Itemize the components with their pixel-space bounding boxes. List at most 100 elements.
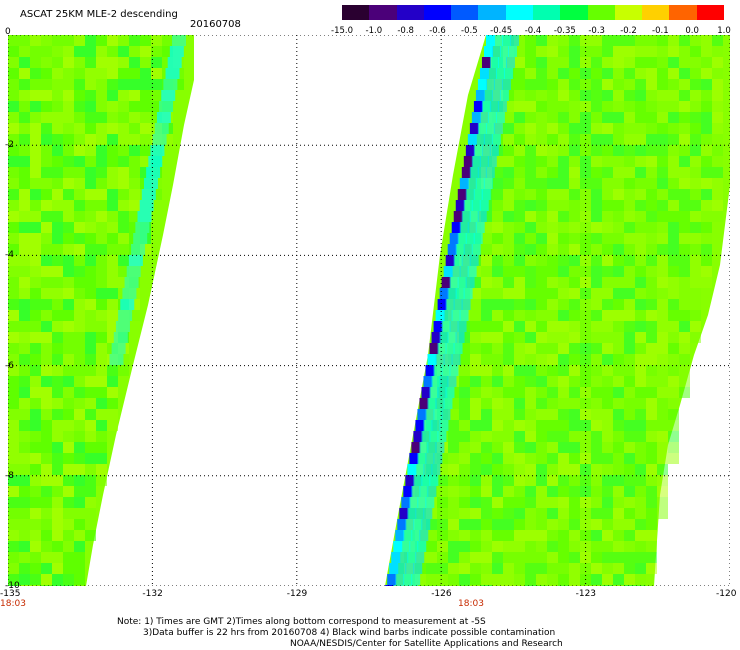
swath-cell (701, 222, 712, 233)
time-label-right: 18:03 (458, 599, 484, 609)
swath-cell (591, 563, 602, 574)
swath-cell (569, 266, 580, 277)
swath-cell (52, 475, 63, 486)
swath-cell (536, 431, 547, 442)
swath-cell (591, 156, 602, 167)
swath-cell (52, 321, 63, 332)
swath-cell (8, 310, 19, 321)
swath-cell (569, 222, 580, 233)
swath-edge-cell (421, 387, 431, 398)
swath-cell (701, 167, 712, 178)
swath-edge-cell (431, 376, 441, 387)
swath-cell (701, 255, 712, 266)
swath-cell (525, 387, 536, 398)
swath-cell (558, 563, 569, 574)
swath-cell (8, 453, 19, 464)
swath-edge-cell (469, 167, 479, 178)
swath-cell (657, 475, 668, 486)
swath-edge-cell (449, 365, 459, 376)
swath-cell (624, 585, 635, 586)
swath-cell (547, 464, 558, 475)
swath-cell (30, 57, 41, 68)
swath-edge-cell (154, 123, 169, 134)
swath-cell (635, 211, 646, 222)
swath-cell (85, 277, 96, 288)
swath-cell (118, 222, 129, 233)
swath-cell (558, 420, 569, 431)
swath-cell (635, 167, 646, 178)
swath-cell (657, 167, 668, 178)
swath-cell (657, 398, 668, 409)
swath-cell (657, 354, 668, 365)
swath-cell (19, 310, 30, 321)
swath-cell (8, 442, 19, 453)
swath-cell (481, 541, 492, 552)
swath-cell (547, 288, 558, 299)
swath-cell (448, 398, 459, 409)
swath-cell (503, 156, 514, 167)
swath-cell (569, 519, 580, 530)
swath-cell (140, 101, 151, 112)
swath-cell (118, 112, 129, 123)
swath-edge-cell (429, 431, 439, 442)
swath-cell (129, 310, 140, 321)
swath-cell (580, 409, 591, 420)
swath-cell (635, 244, 646, 255)
swath-cell (503, 145, 514, 156)
swath-cell (690, 156, 701, 167)
swath-cell (635, 453, 646, 464)
swath-cell (19, 101, 30, 112)
swath-cell (481, 233, 492, 244)
swath-cell (635, 442, 646, 453)
swath-edge-cell (439, 376, 449, 387)
swath-cell (492, 530, 503, 541)
swath-cell (591, 57, 602, 68)
swath-cell (448, 585, 459, 586)
swath-cell (107, 376, 118, 387)
swath-cell (569, 299, 580, 310)
swath-cell (536, 365, 547, 376)
swath-edge-cell (457, 233, 467, 244)
swath-cell (701, 244, 712, 255)
swath-cell (547, 222, 558, 233)
swath-edge-cell (455, 332, 465, 343)
swath-edge-cell (397, 519, 407, 530)
swath-cell (569, 585, 580, 586)
swath-cell (624, 244, 635, 255)
swath-cell (624, 398, 635, 409)
swath-edge-cell (469, 211, 479, 222)
swath-cell (547, 321, 558, 332)
swath-cell (492, 354, 503, 365)
swath-cell (690, 145, 701, 156)
swath-cell (679, 189, 690, 200)
swath-cell (30, 365, 41, 376)
swath-cell (657, 376, 668, 387)
swath-cell (503, 409, 514, 420)
swath-cell (19, 486, 30, 497)
swath-cell (525, 123, 536, 134)
swath-cell (591, 145, 602, 156)
swath-cell (525, 563, 536, 574)
swath-cell (580, 541, 591, 552)
swath-cell (41, 101, 52, 112)
swath-cell (118, 156, 129, 167)
swath-edge-cell (457, 321, 467, 332)
swath-cell (712, 46, 723, 57)
swath-edge-cell (389, 563, 399, 574)
swath-cell (52, 332, 63, 343)
swath-cell (8, 189, 19, 200)
swath-cell (107, 68, 118, 79)
swath-cell (613, 79, 624, 90)
swath-cell (602, 387, 613, 398)
swath-cell (41, 90, 52, 101)
swath-cell (635, 145, 646, 156)
swath-cell (558, 552, 569, 563)
swath-cell (481, 310, 492, 321)
swath-cell (525, 475, 536, 486)
swath-cell (41, 299, 52, 310)
swath-cell (481, 365, 492, 376)
swath-cell (85, 266, 96, 277)
swath-cell (19, 442, 30, 453)
swath-edge-cell (409, 453, 419, 464)
swath-cell (470, 321, 481, 332)
